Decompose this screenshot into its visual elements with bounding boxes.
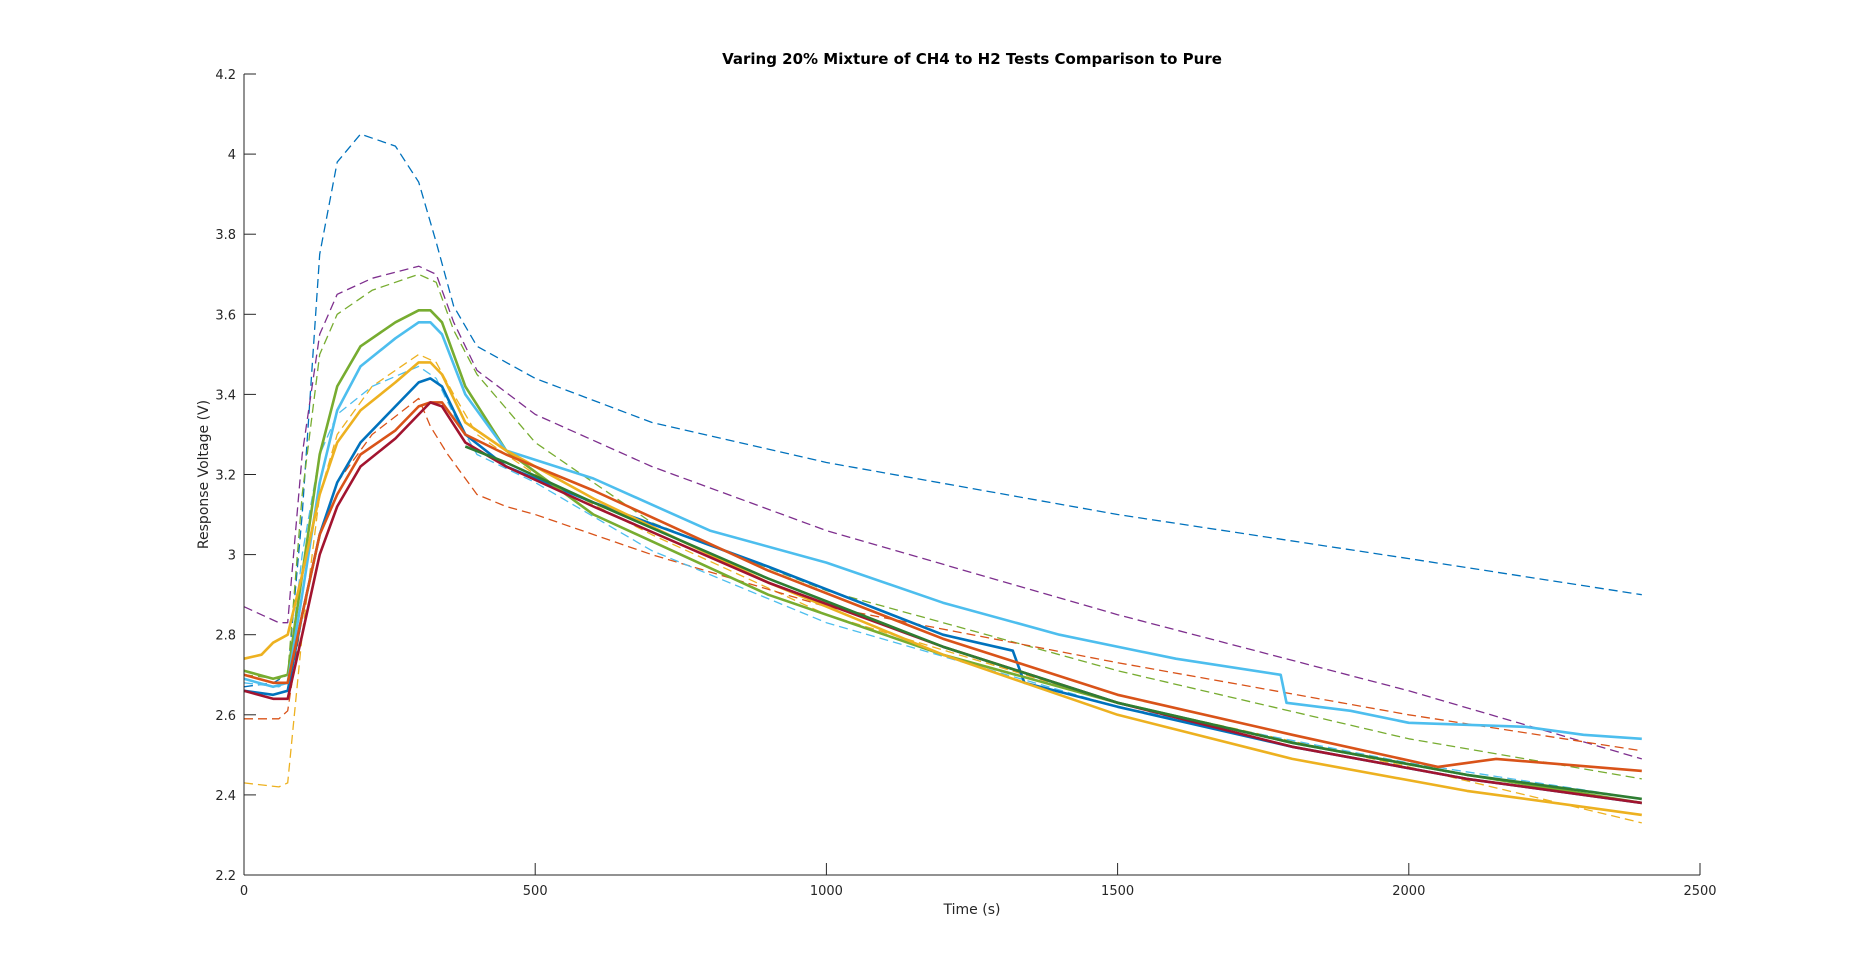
y-tick-label: 2.4 (215, 789, 236, 804)
y-tick-label: 3 (228, 549, 236, 564)
x-axis-label: Time (s) (943, 902, 1001, 918)
y-tick-label: 3.8 (215, 228, 236, 243)
series-line-11 (243, 401, 1642, 773)
y-tick-label: 3.2 (215, 469, 236, 484)
x-tick-label: 2500 (1683, 884, 1716, 899)
y-axis-label: Response Voltage (V) (196, 400, 212, 549)
y-tick-label: 4.2 (215, 68, 236, 83)
series-line-10 (243, 361, 1642, 817)
y-tick-label: 2.2 (215, 869, 236, 884)
x-ticks: 0 500 1000 1500 2000 2500 (240, 863, 1717, 899)
x-tick-label: 0 (240, 884, 248, 899)
axes: 0 500 1000 1500 2000 2500 2.2 2.4 2.6 2.8 3 3.2 3.4… (215, 68, 1716, 899)
series-line-2 (243, 265, 1642, 760)
y-tick-label: 3.4 (215, 388, 236, 403)
chart-title: Varing 20% Mixture of CH4 to H2 Tests Co… (722, 50, 1222, 68)
y-tick-label: 3.6 (215, 308, 236, 323)
y-ticks: 2.2 2.4 2.6 2.8 3 3.2 3.4 3.6 3.8 4 4.2 (215, 68, 256, 884)
x-tick-label: 500 (523, 884, 548, 899)
x-tick-label: 1500 (1101, 884, 1134, 899)
y-tick-label: 2.8 (215, 629, 236, 644)
y-tick-label: 4 (228, 148, 236, 163)
y-tick-label: 2.6 (215, 709, 236, 724)
series-layer (243, 133, 1643, 824)
x-tick-label: 2000 (1392, 884, 1425, 899)
series-line-4 (243, 353, 1642, 824)
x-tick-label: 1000 (810, 884, 843, 899)
series-line-13 (464, 445, 1642, 801)
series-line-9 (243, 320, 1642, 741)
series-line-3 (243, 273, 1642, 780)
